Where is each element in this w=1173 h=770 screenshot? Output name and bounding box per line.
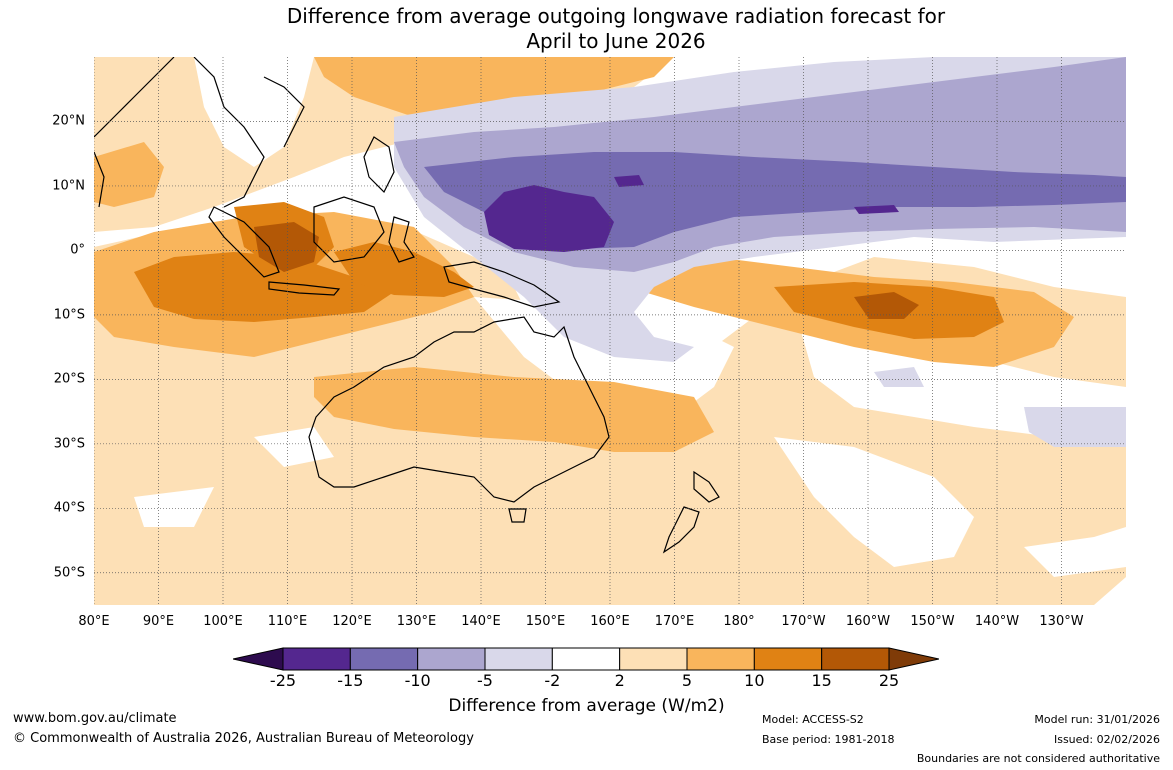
map-canvas: [94, 57, 1126, 605]
longitude-tick-label: 160°E: [590, 614, 630, 629]
footer-boundaries-note: Boundaries are not considered authoritat…: [916, 752, 1160, 765]
india-coast: [94, 151, 105, 208]
colorbar-arrow-low: [233, 647, 284, 671]
olr-anomaly-map: [94, 57, 1126, 605]
latitude-tick-label: 50°S: [53, 565, 85, 581]
colorbar-tick-label: 5: [681, 671, 693, 690]
colorbar-tick-label: -2: [544, 671, 561, 690]
colorbar-swatch: [417, 647, 486, 671]
footer-base-period: Base period: 1981-2018: [762, 733, 895, 746]
colorbar-tick-label: -5: [477, 671, 493, 690]
latitude-tick-label: 10°N: [52, 178, 85, 194]
philippines-coast: [363, 136, 395, 194]
latitude-tick-label: 20°N: [52, 113, 85, 129]
mainland-asia-coast: [94, 57, 305, 208]
colorbar-tick-label: 25: [878, 671, 900, 690]
colorbar-swatch: [349, 647, 419, 671]
new-zealand-coast: [662, 470, 720, 554]
footer-copyright: © Commonwealth of Australia 2026, Austra…: [13, 731, 474, 746]
new-guinea-coast: [443, 261, 561, 308]
longitude-tick-label: 80°E: [78, 614, 110, 629]
sumatra-coast: [208, 206, 280, 278]
anomaly-fill-minus15-minus25: [484, 175, 899, 252]
latitude-tick-label: 30°S: [53, 436, 85, 452]
longitude-tick-label: 150°E: [525, 614, 566, 629]
map-title-line2: April to June 2026: [526, 29, 706, 53]
anomaly-fill-15-25: [254, 222, 919, 319]
colorbar-swatch: [282, 647, 351, 671]
gridlines: [94, 57, 1126, 605]
longitude-tick-label: 90°E: [142, 614, 175, 629]
java-coast: [268, 281, 341, 296]
colorbar-tick-label: -25: [269, 671, 297, 690]
anomaly-fill-5-10: [94, 57, 1074, 452]
colorbar-arrow-high: [888, 647, 939, 671]
longitude-tick-label: 130°W: [1039, 614, 1084, 629]
longitude-tick-label: 160°W: [845, 614, 891, 629]
borneo-coast: [313, 196, 385, 263]
latitude-tick-label: 0°: [70, 242, 85, 258]
latitude-tick-label: 10°S: [53, 307, 85, 323]
colorbar-swatch: [484, 647, 553, 671]
colorbar-swatch: [551, 647, 621, 671]
longitude-tick-label: 120°E: [332, 614, 372, 629]
longitude-tick-label: 130°E: [396, 614, 437, 629]
colorbar-swatch: [619, 647, 688, 671]
colorbar-swatch: [821, 647, 890, 671]
longitude-tick-label: 170°E: [654, 614, 695, 629]
longitude-tick-label: 110°E: [267, 614, 308, 629]
coastlines: [94, 57, 720, 554]
colorbar-tick-label: -10: [404, 671, 431, 690]
australia-coast: [308, 316, 610, 503]
footer-issued: Issued: 02/02/2026: [1053, 733, 1160, 746]
colorbar-tick-label: 10: [744, 671, 765, 690]
longitude-tick-label: 140°E: [461, 614, 501, 629]
longitude-tick-label: 140°W: [974, 614, 1020, 629]
map-title-line1: Difference from average outgoing longwav…: [286, 4, 946, 28]
colorbar-swatch: [686, 647, 755, 671]
footer-model-run: Model run: 31/01/2026: [1034, 713, 1160, 726]
footer-model: Model: ACCESS-S2: [762, 713, 864, 726]
colorbar-swatch: [753, 647, 823, 671]
tasmania-coast: [508, 508, 527, 523]
footer-site: www.bom.gov.au/climate: [13, 711, 177, 726]
longitude-tick-label: 170°W: [781, 614, 826, 629]
longitude-tick-label: 100°E: [203, 614, 243, 629]
map-title: Difference from average outgoing longwav…: [0, 4, 1173, 54]
colorbar-tick-label: 2: [614, 671, 625, 690]
sulawesi-coast: [388, 216, 415, 263]
longitude-tick-label: 150°W: [910, 614, 955, 629]
colorbar-tick-label: 15: [811, 671, 832, 690]
colorbar-label: Difference from average (W/m2): [448, 696, 725, 716]
colorbar-tick-label: -15: [337, 671, 364, 690]
longitude-tick-label: 180°: [723, 614, 755, 629]
latitude-tick-label: 20°S: [53, 371, 85, 387]
latitude-tick-label: 40°S: [53, 500, 85, 516]
colorbar: [233, 647, 939, 671]
